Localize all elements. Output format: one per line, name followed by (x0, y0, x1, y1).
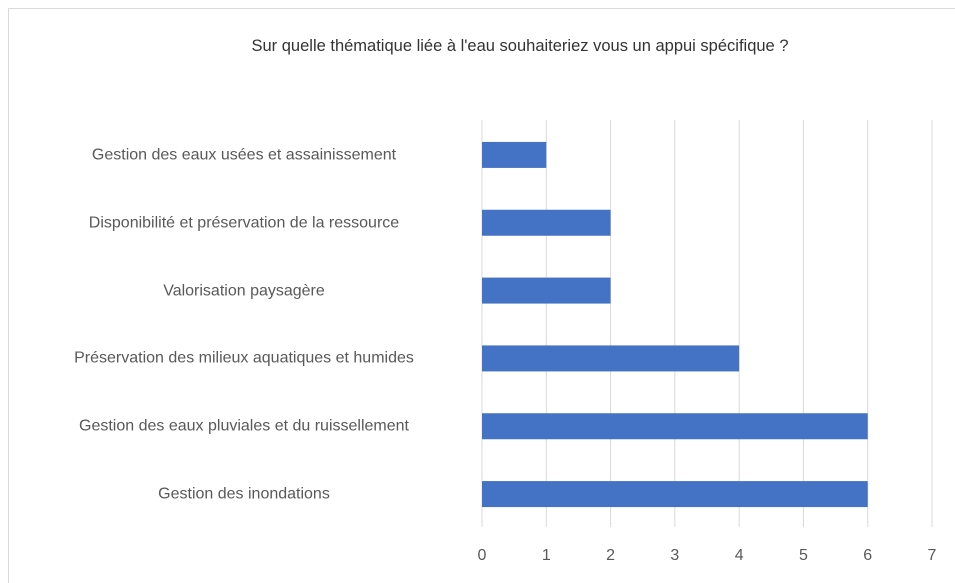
x-tick-label: 0 (478, 547, 487, 564)
x-tick-label: 2 (606, 547, 615, 564)
y-tick-label: Disponibilité et préservation de la ress… (88, 214, 400, 232)
chart-border (8, 8, 955, 583)
bar (482, 345, 740, 372)
bar (482, 141, 547, 168)
y-tick-label: Gestion des eaux pluviales et du ruissel… (79, 417, 409, 435)
x-tick-label: 4 (735, 547, 744, 564)
bar (482, 209, 611, 236)
y-tick-label: Préservation des milieux aquatiques et h… (74, 349, 414, 367)
x-tick-label: 3 (670, 547, 679, 564)
x-tick-label: 7 (928, 547, 937, 564)
x-tick-label: 5 (799, 547, 808, 564)
bar (482, 277, 611, 304)
x-tick-label: 1 (542, 547, 551, 564)
bar (482, 481, 868, 508)
y-tick-label: Gestion des eaux usées et assainissement (91, 146, 397, 164)
bar (482, 413, 868, 440)
chart-title: Sur quelle thématique liée à l'eau souha… (251, 37, 789, 55)
x-tick-label: 6 (863, 547, 872, 564)
y-tick-label: Gestion des inondations (158, 485, 330, 503)
y-tick-label: Valorisation paysagère (163, 282, 325, 300)
